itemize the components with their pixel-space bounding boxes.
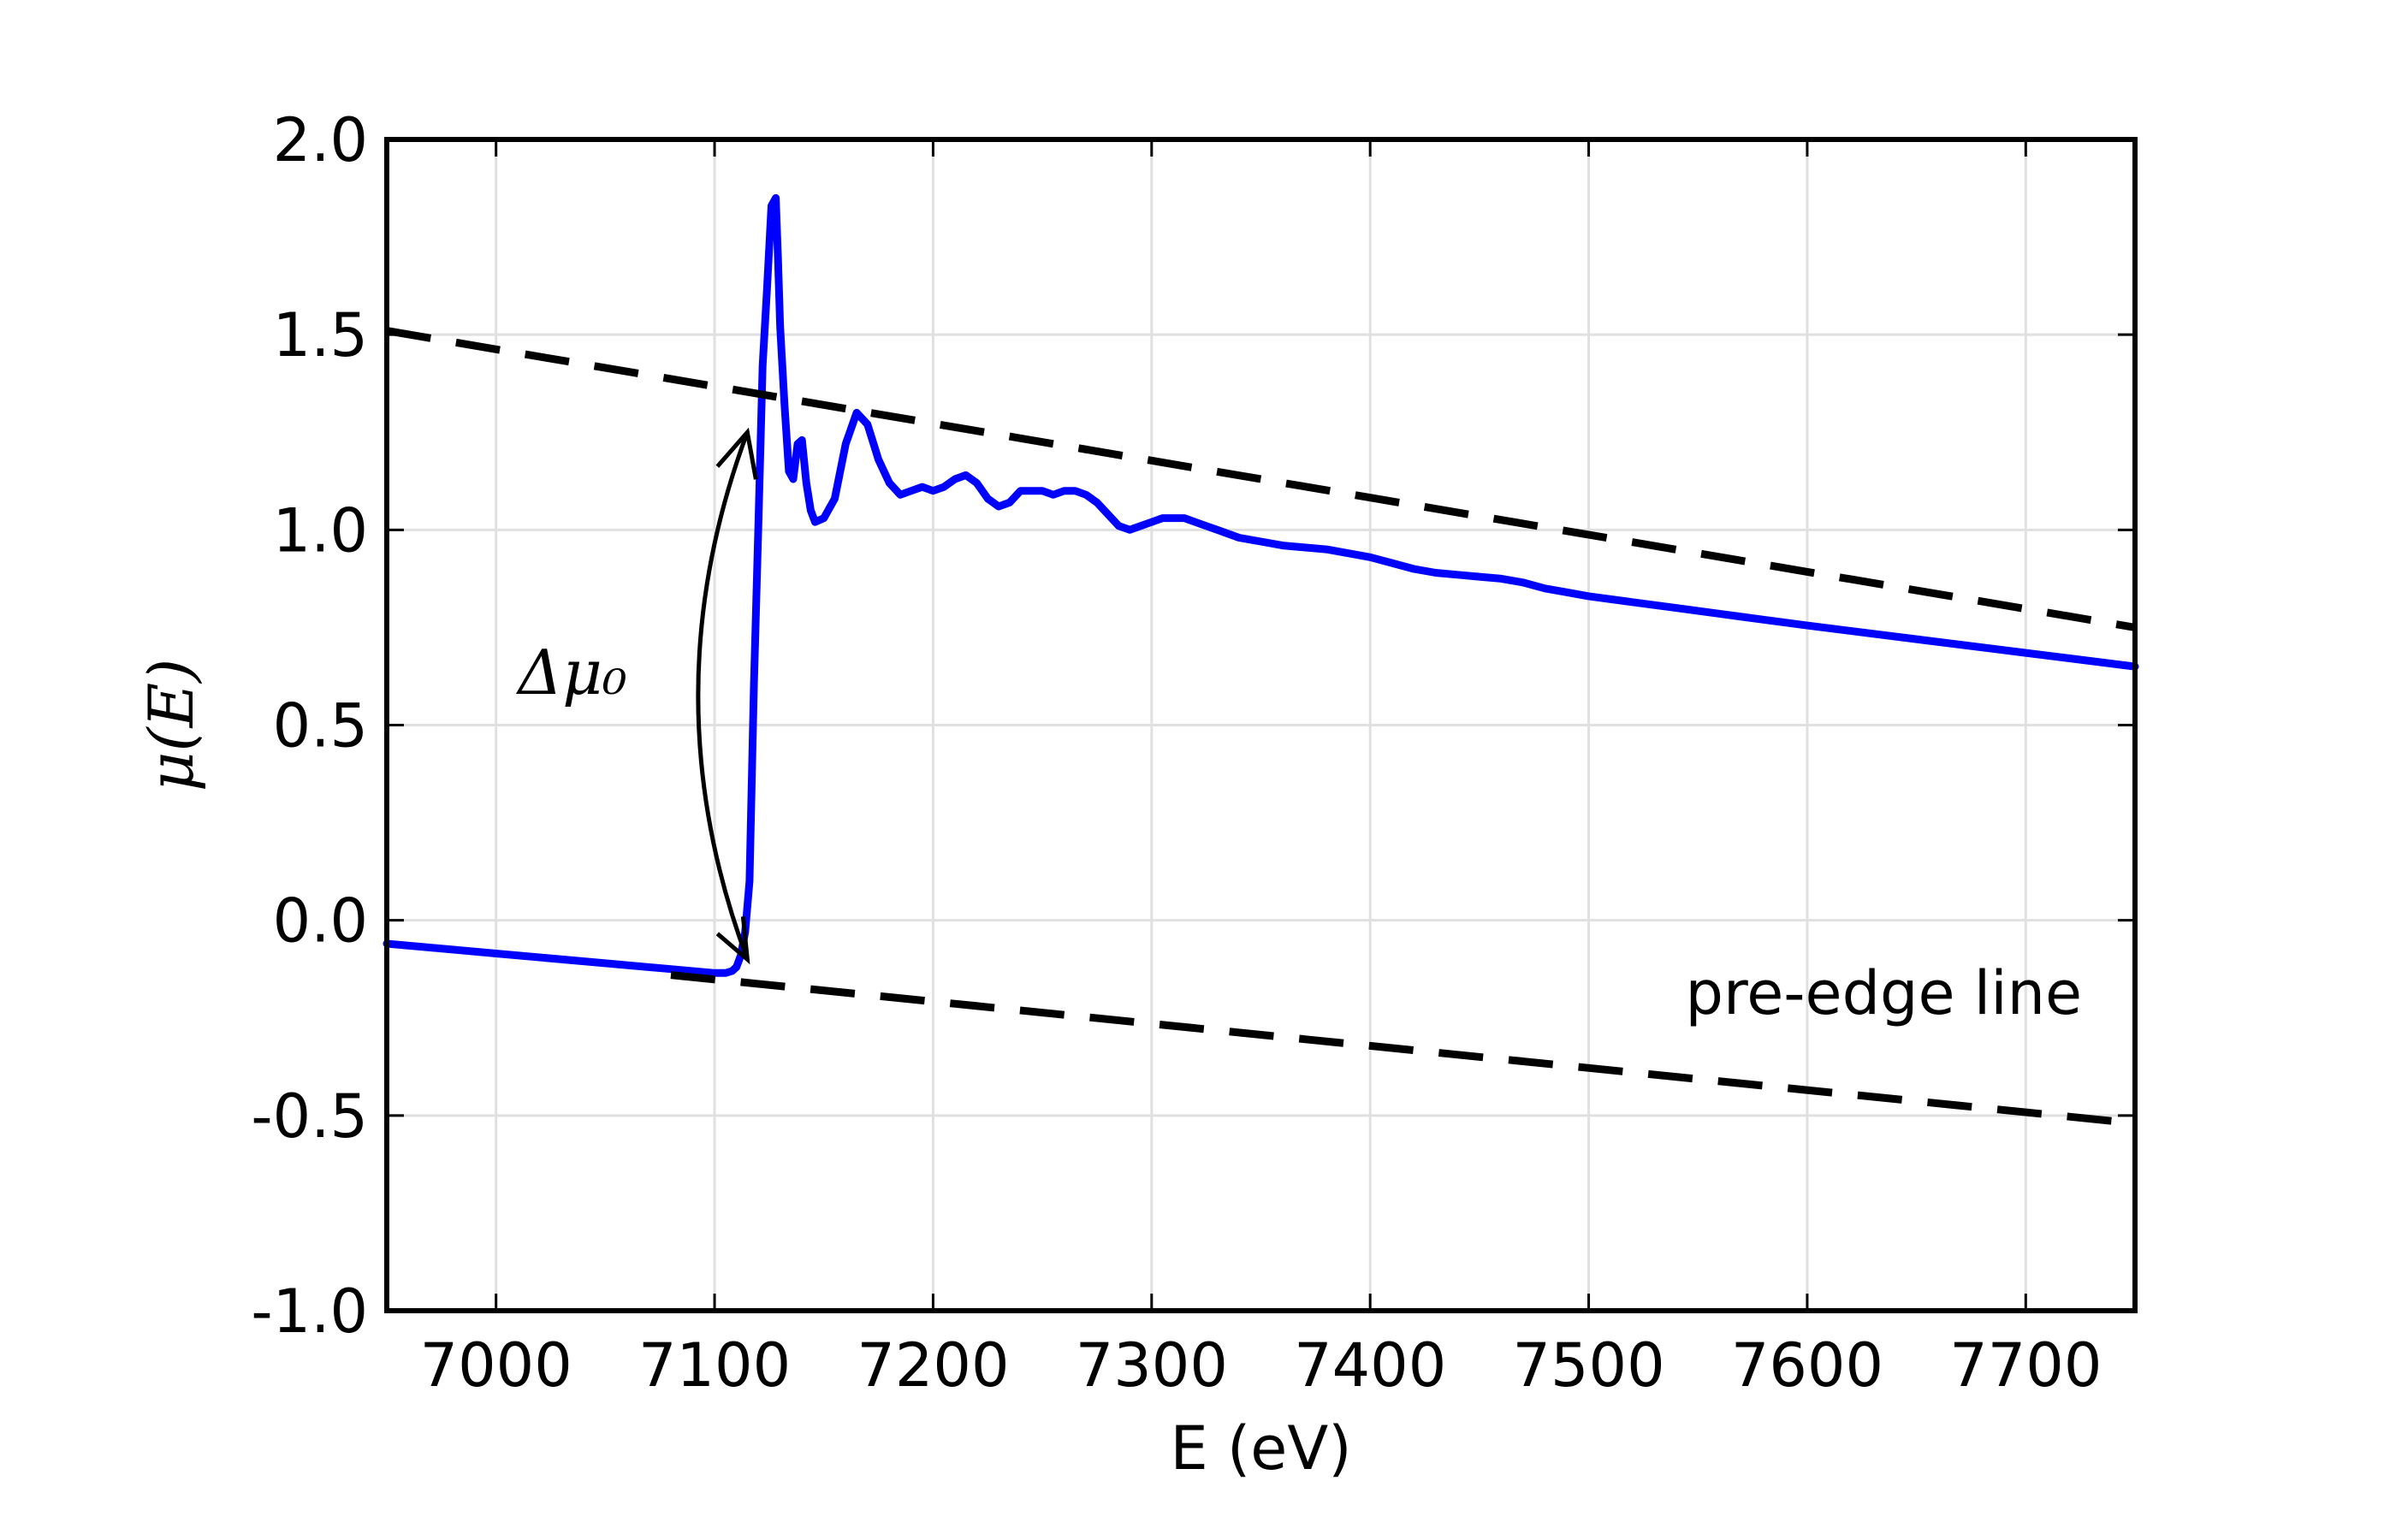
- x-tick-label: 7100: [638, 1330, 791, 1401]
- x-axis-title: E (eV): [1170, 1413, 1351, 1484]
- y-axis-title: μ(E): [135, 659, 207, 792]
- x-tick-label: 7400: [1294, 1330, 1446, 1401]
- arrow-head-top: [715, 427, 758, 480]
- x-tick-label: 7300: [1076, 1330, 1228, 1401]
- y-tick-label: 1.0: [273, 495, 368, 566]
- x-tick-labels: 7000 7100 7200 7300 7400 7500 7600 7700: [420, 1330, 2102, 1401]
- plot-frame: [384, 137, 2138, 1313]
- data-lines: [383, 193, 2139, 1128]
- spectrum-line: [383, 193, 2139, 977]
- reference-line: [386, 327, 2136, 631]
- x-tick-label: 7600: [1731, 1330, 1883, 1401]
- y-tick-label: 0.5: [273, 691, 368, 761]
- y-tick-label: 0.0: [273, 886, 368, 957]
- arrow-head-bottom: [715, 916, 750, 965]
- y-tick-label: -0.5: [251, 1081, 368, 1152]
- pre-edge-line-label: pre-edge line: [1686, 958, 2083, 1028]
- y-tick-label: 2.0: [273, 105, 368, 175]
- reference-line: [670, 971, 2136, 1128]
- arrow-curve: [696, 431, 750, 961]
- x-tick-label: 7500: [1512, 1330, 1664, 1401]
- delta-mu-arrow: [696, 427, 758, 965]
- x-tick-label: 7700: [1949, 1330, 2102, 1401]
- y-tick-label: 1.5: [273, 300, 368, 370]
- y-tick-labels: -1.0 -0.5 0.0 0.5 1.0 1.5 2.0: [251, 105, 368, 1347]
- x-tick-label: 7200: [857, 1330, 1009, 1401]
- delta-mu-label: Δμ₀: [515, 637, 627, 708]
- x-tick-label: 7000: [420, 1330, 572, 1401]
- grid: [387, 138, 2135, 1312]
- y-tick-label: -1.0: [251, 1276, 368, 1347]
